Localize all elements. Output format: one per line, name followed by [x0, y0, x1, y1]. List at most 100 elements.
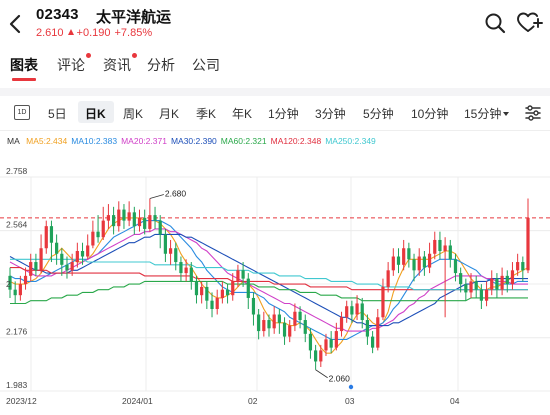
- kline-chart[interactable]: 2.758 2.564 2.176 1.983 2 2023/12 2024/01 02 03 0…: [0, 150, 550, 415]
- candle-body: [148, 215, 152, 229]
- candle-body: [158, 220, 162, 235]
- candle-body: [303, 320, 307, 334]
- y-tick-label: 2.176: [6, 327, 28, 337]
- active-tab-indicator: [12, 78, 36, 81]
- low-annotation-leader: [315, 369, 328, 379]
- candle-body: [13, 289, 17, 296]
- tab-comments-dot: [86, 53, 91, 58]
- period-15min[interactable]: 15分钟: [464, 105, 510, 122]
- candle-body: [184, 267, 188, 274]
- candle-body: [225, 289, 230, 296]
- period-weekly[interactable]: 周K: [123, 107, 144, 121]
- price-change-pct: +7.85%: [114, 27, 153, 39]
- candle-body: [49, 226, 54, 243]
- section-tabs: 图表 评论 资讯 分析 公司: [0, 52, 550, 82]
- candle-body: [422, 256, 427, 268]
- candle-body: [298, 311, 302, 321]
- y-tick-label: 2.758: [6, 166, 28, 176]
- period-selector: 1D 5日 日K 周K 月K 季K 年K 1分钟 3分钟 5分钟 10分钟 15…: [0, 96, 550, 130]
- last-price: 2.610: [36, 27, 64, 39]
- x-tick-label: 04: [450, 396, 460, 406]
- candle-body: [75, 251, 79, 263]
- x-tick-label: 2024/01: [122, 396, 153, 406]
- price-change: +0.190: [76, 27, 111, 39]
- period-5min[interactable]: 5分钟: [363, 107, 394, 121]
- back-arrow-icon[interactable]: [6, 12, 26, 36]
- period-10min[interactable]: 10分钟: [411, 107, 449, 121]
- ma-legend[interactable]: MA MA5:2.434 MA10:2.383 MA20:2.371 MA30:2.3…: [7, 136, 380, 146]
- period-3min[interactable]: 3分钟: [315, 107, 346, 121]
- period-5day[interactable]: 5日: [48, 107, 67, 121]
- event-marker-dot: [348, 384, 354, 390]
- tab-chart[interactable]: 图表: [10, 57, 38, 73]
- candle-body: [55, 242, 59, 254]
- high-annotation-label: 2.680: [165, 189, 187, 199]
- high-annotation-leader: [149, 194, 164, 199]
- candle-body: [381, 286, 385, 318]
- tab-comments[interactable]: 评论: [57, 57, 85, 73]
- candle-body: [251, 297, 256, 315]
- candle-body: [86, 245, 90, 257]
- candle-body: [210, 300, 214, 309]
- ma-line-ma20: [9, 228, 528, 332]
- tab-company[interactable]: 公司: [192, 57, 220, 73]
- candle-body: [339, 317, 344, 332]
- candle-body: [39, 248, 43, 271]
- candle-body: [220, 289, 224, 298]
- candle-body: [163, 234, 168, 254]
- search-icon[interactable]: [484, 12, 506, 34]
- add-favorite-icon[interactable]: [517, 12, 543, 34]
- ma-line-ma60: [10, 280, 528, 305]
- candle-body: [194, 281, 199, 296]
- candle-body: [18, 284, 22, 296]
- candle-body: [34, 262, 38, 271]
- candle-body: [427, 253, 432, 268]
- period-15min-label: 15分钟: [464, 107, 502, 121]
- candle-body: [334, 331, 338, 348]
- candle-body: [402, 248, 406, 265]
- candle-body: [282, 322, 287, 337]
- price-summary: 2.610 +0.190 +7.85%: [36, 27, 156, 39]
- y-tick-label: 2: [6, 279, 11, 289]
- candle-body: [257, 314, 261, 332]
- tab-analysis[interactable]: 分析: [147, 57, 175, 73]
- candle-body: [91, 231, 95, 246]
- candle-body: [453, 259, 458, 274]
- candle-body: [365, 320, 370, 337]
- candle-body: [272, 314, 276, 329]
- candle-body: [205, 286, 209, 301]
- candle-body: [262, 320, 266, 332]
- tab-news[interactable]: 资讯: [103, 57, 131, 73]
- candle-body: [350, 306, 354, 315]
- period-1d[interactable]: 1D: [14, 105, 30, 120]
- period-quarterly[interactable]: 季K: [196, 107, 217, 121]
- candle-body: [438, 239, 442, 252]
- candle-body: [448, 245, 452, 260]
- candle-body: [417, 256, 421, 271]
- period-monthly[interactable]: 月K: [159, 107, 180, 121]
- candle-body: [386, 270, 390, 287]
- low-annotation-label: 2.060: [329, 374, 351, 384]
- period-yearly[interactable]: 年K: [232, 107, 253, 121]
- candle-body: [143, 217, 147, 229]
- chart-settings-icon[interactable]: [524, 104, 542, 122]
- ma-legend-item: MA250:2.349: [325, 136, 376, 146]
- stock-code: 02343: [36, 6, 79, 23]
- period-divider: [0, 130, 550, 131]
- candle-body: [215, 297, 219, 309]
- period-daily[interactable]: 日K: [85, 107, 106, 121]
- candle-body: [376, 317, 380, 348]
- candle-body: [96, 231, 100, 238]
- candle-body: [246, 278, 250, 298]
- candle-body: [168, 248, 173, 254]
- candle-body: [293, 311, 297, 326]
- candle-body: [288, 325, 292, 337]
- candle-body: [464, 284, 468, 293]
- period-1min[interactable]: 1分钟: [268, 107, 299, 121]
- candle-body: [500, 275, 504, 290]
- candle-body: [236, 270, 240, 282]
- candle-body: [474, 281, 478, 290]
- candle-body: [324, 339, 328, 351]
- stock-name: 太平洋航运: [96, 9, 172, 26]
- dropdown-caret-icon: [503, 112, 510, 116]
